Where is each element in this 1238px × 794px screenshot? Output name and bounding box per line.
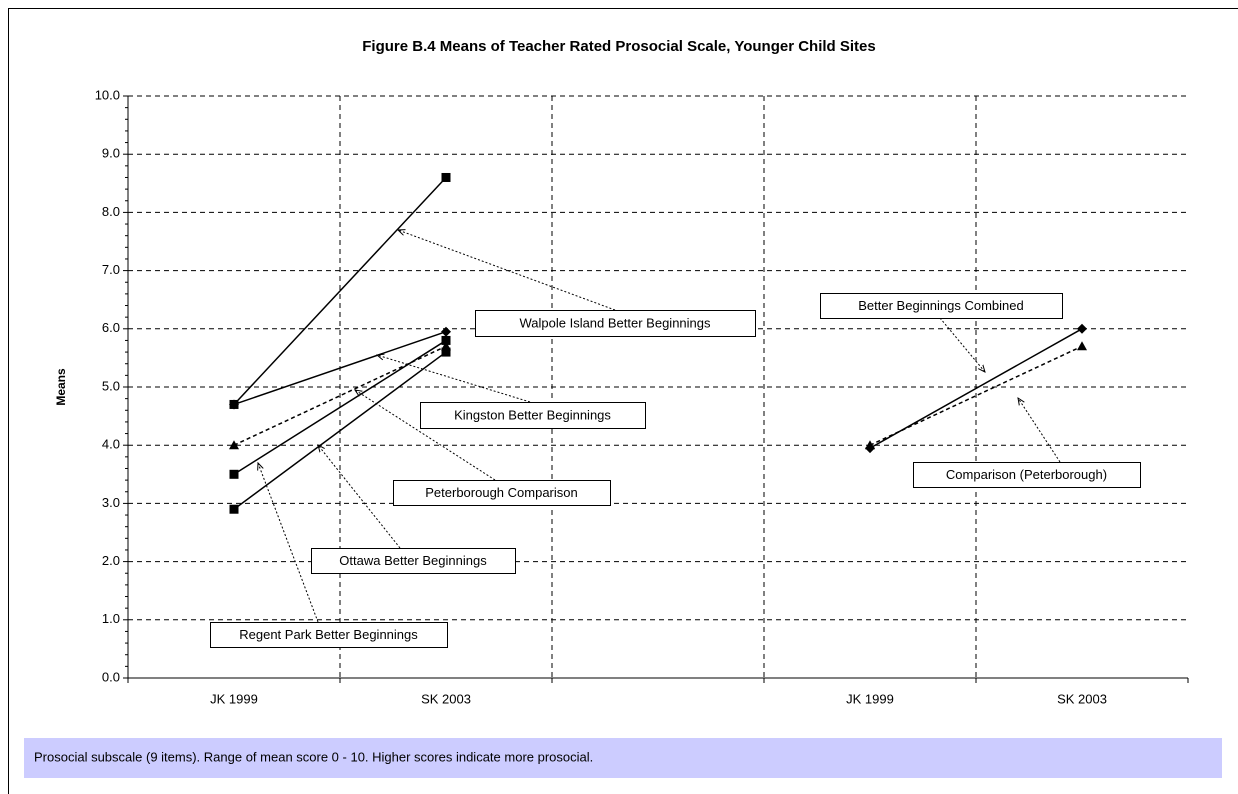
- series-line: [233, 331, 447, 406]
- callout-arrow: [1018, 398, 1061, 463]
- frame: [8, 8, 1238, 794]
- marker: [441, 172, 451, 182]
- marker: [441, 335, 451, 345]
- callout-arrow: [398, 230, 616, 311]
- series-line: [233, 176, 447, 405]
- legend-label: Ottawa Better Beginnings: [339, 553, 487, 568]
- callout-arrow: [939, 317, 985, 372]
- x-tick-label: SK 2003: [1057, 691, 1107, 706]
- y-tick-label: 8.0: [102, 204, 120, 219]
- series-line: [869, 328, 1083, 449]
- marker: [229, 504, 239, 514]
- legend-label: Kingston Better Beginnings: [454, 407, 611, 422]
- y-tick-label: 10.0: [95, 87, 120, 102]
- legend-label: Comparison (Peterborough): [946, 467, 1107, 482]
- marker: [865, 440, 875, 450]
- callout-arrow: [318, 445, 401, 549]
- y-tick-label: 1.0: [102, 611, 120, 626]
- series-line: [233, 345, 447, 446]
- y-tick-label: 5.0: [102, 378, 120, 393]
- legend-box: [420, 402, 646, 429]
- legend-box: [311, 548, 516, 574]
- legend-box: [210, 622, 448, 648]
- footnote-bar: [24, 738, 1222, 778]
- marker: [229, 469, 239, 479]
- x-tick-label: SK 2003: [421, 691, 471, 706]
- chart-title: Figure B.4 Means of Teacher Rated Prosoc…: [362, 38, 875, 55]
- y-tick-label: 0.0: [102, 669, 120, 684]
- footnote: Prosocial subscale (9 items). Range of m…: [34, 749, 593, 764]
- legend-label: Regent Park Better Beginnings: [239, 627, 418, 642]
- y-tick-label: 9.0: [102, 146, 120, 161]
- series-line: [233, 351, 447, 510]
- legend-box: [475, 310, 756, 337]
- series-line: [869, 345, 1083, 446]
- y-tick-label: 2.0: [102, 553, 120, 568]
- legend-box: [913, 462, 1141, 488]
- legend-label: Better Beginnings Combined: [858, 298, 1024, 313]
- y-axis-label: Means: [54, 368, 68, 406]
- x-tick-label: JK 1999: [210, 691, 258, 706]
- y-tick-label: 6.0: [102, 320, 120, 335]
- marker: [229, 399, 239, 410]
- y-tick-label: 3.0: [102, 495, 120, 510]
- marker: [1077, 341, 1087, 351]
- x-tick-label: JK 1999: [846, 691, 894, 706]
- marker: [229, 440, 239, 450]
- legend-label: Walpole Island Better Beginnings: [519, 315, 711, 330]
- y-tick-label: 4.0: [102, 437, 120, 452]
- callout-arrow: [258, 463, 319, 623]
- legend-box: [820, 293, 1063, 319]
- callout-arrow: [377, 355, 531, 403]
- legend-label: Peterborough Comparison: [425, 485, 577, 500]
- series-line: [233, 339, 447, 475]
- marker: [1077, 323, 1087, 334]
- marker: [441, 326, 451, 337]
- y-tick-label: 7.0: [102, 262, 120, 277]
- marker: [441, 347, 451, 357]
- legend-box: [393, 480, 611, 506]
